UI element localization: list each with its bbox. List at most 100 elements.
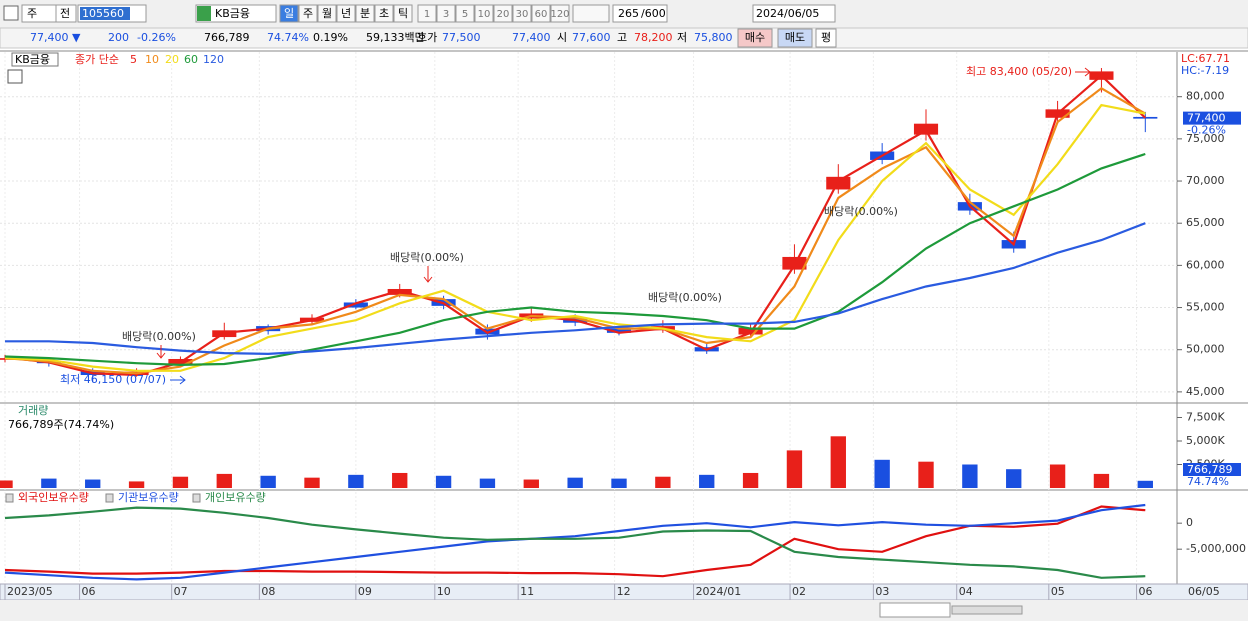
holding-line [4,505,1146,578]
legend-swatch [5,493,14,503]
eval-button[interactable] [815,28,837,48]
dividend-arrow [423,266,433,283]
label: /600 [641,7,666,20]
interval-button[interactable] [417,4,437,23]
code-highlight [80,7,130,20]
info-open-label: 시 [557,31,567,44]
name-input[interactable] [195,4,277,23]
label: 분 [360,7,370,20]
new-badge [197,6,211,21]
volume-bar [304,477,320,488]
prev-button[interactable] [55,4,77,23]
legend-entry: 120 [203,53,224,66]
interval-button[interactable] [474,4,494,23]
x-tick-label: 09 [358,585,372,598]
interval-button[interactable] [436,4,456,23]
buy-button[interactable] [737,28,773,48]
info-low-label: 저 [677,31,687,44]
label: 5 [462,9,468,20]
label: 30 [516,9,529,20]
volume-bar [655,476,671,488]
legend-name-box [11,52,59,67]
axis-area [1178,52,1248,600]
label: 2024/06/05 [756,7,819,20]
label: 20 [497,9,510,20]
interval-button[interactable] [493,4,513,23]
period-button[interactable] [393,4,413,23]
menu-icon[interactable] [3,5,19,21]
last-price: 77,400 [1187,112,1226,125]
y-tick-label: 65,000 [1186,216,1225,229]
x-tick-label: 08 [261,585,275,598]
high-arrow [1075,67,1091,77]
interval-input[interactable] [572,4,610,23]
period-button[interactable] [279,4,299,23]
period-button[interactable] [298,4,318,23]
label: 265 [618,7,639,20]
end-date: 06/05 [1188,585,1220,598]
volume-bar [85,479,101,488]
interval-button[interactable] [455,4,475,23]
label: 전 [60,7,70,20]
info-high-label: 고 [617,31,627,44]
info-change: 200 [108,31,129,44]
label: 105560 [82,7,124,20]
label: 초 [379,7,389,20]
last-change: -0.26% [1187,124,1226,137]
count-input[interactable] [612,4,668,23]
ma-line [5,222,1146,356]
x-tick-label: 2023/05 [7,585,53,598]
label: 매도 [785,31,805,44]
period-button[interactable] [374,4,394,23]
interval-button[interactable] [531,4,551,23]
scroll-track[interactable] [951,605,1023,615]
scroll-buttons[interactable] [879,602,951,618]
grid-icon[interactable] [7,69,23,84]
legend-name: KB금융 [15,53,50,66]
label: 3 [443,9,449,20]
info-volume-ratio: 74.74% [267,31,309,44]
info-open: 77,600 [572,31,611,44]
volume-bar [523,479,539,488]
legend-entry: 5 [130,53,137,66]
lc-label: LC:67.71 [1181,52,1230,65]
last-volume: 766,789 [1187,463,1233,476]
volume-bar [874,459,890,488]
x-tick-label: 06 [82,585,96,598]
candle-body [343,302,368,308]
volume-bar [830,436,846,488]
dividend-annotation: 배당락(0.00%) [648,291,722,304]
label: 매수 [745,31,765,44]
period-button[interactable] [336,4,356,23]
sell-button[interactable] [777,28,813,48]
label: 주 [303,7,313,20]
x-tick-label: 04 [959,585,973,598]
interval-button[interactable] [550,4,570,23]
period-button[interactable] [317,4,337,23]
volume-bar [962,464,978,488]
label: 일 [284,6,294,20]
y-tick-label: 60,000 [1186,258,1225,271]
volume-bar [611,478,627,488]
x-tick-label: 07 [174,585,188,598]
y-tick-label: 5,000K [1186,434,1225,447]
info-bid: 77,400 [512,31,551,44]
x-tick-label: 06 [1139,585,1153,598]
y-tick-label: 50,000 [1186,343,1225,356]
legend-label: 종가 단순 [75,53,119,66]
label: 월 [322,7,332,20]
legend-entry: 기관보유수량 [118,491,179,504]
legend-swatch [192,493,201,503]
label: 년 [341,7,351,20]
period-button[interactable] [355,4,375,23]
holding-line [4,506,1146,579]
info-quote-label: 호가 [417,31,437,44]
label: 평 [821,31,831,44]
volume-bar [41,478,57,488]
legend-entry: 외국인보유수량 [18,491,89,504]
y-tick-label: 55,000 [1186,301,1225,314]
date-input[interactable] [752,4,836,23]
dividend-annotation: 배당락(0.00%) [122,330,196,343]
interval-button[interactable] [512,4,532,23]
